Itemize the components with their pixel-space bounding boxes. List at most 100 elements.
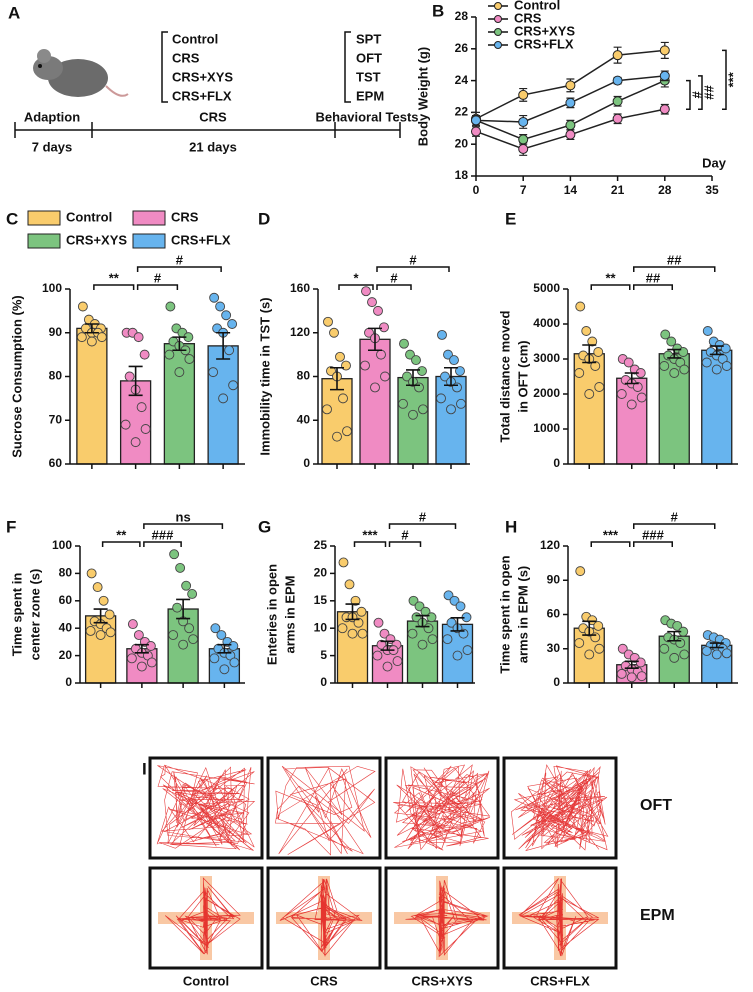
- data-point: [164, 349, 175, 360]
- data-point: [414, 382, 424, 393]
- data-point: [209, 292, 220, 303]
- data-point: [659, 643, 670, 654]
- bar: [435, 375, 467, 465]
- data-point: [361, 286, 371, 297]
- y-tick-label: 100: [52, 538, 72, 552]
- error-bar: [330, 366, 344, 391]
- data-point: [417, 366, 427, 376]
- data-point: [518, 116, 529, 127]
- significance-label: ##: [667, 252, 682, 267]
- column-label: CRS+FLX: [530, 973, 590, 988]
- data-point: [407, 628, 418, 639]
- data-point: [427, 634, 438, 645]
- data-point: [672, 620, 683, 631]
- data-point: [623, 357, 634, 368]
- y-tick-label: 100: [42, 281, 62, 295]
- stage-name: Behavioral Tests: [315, 109, 418, 124]
- data-point: [565, 129, 576, 140]
- data-point: [437, 329, 447, 340]
- y-tick-label: 0: [553, 675, 560, 689]
- data-point: [452, 382, 462, 393]
- data-point: [342, 426, 352, 437]
- y-tick-label: 28: [455, 9, 469, 23]
- data-point: [711, 364, 722, 375]
- data-point: [139, 349, 150, 360]
- data-point: [210, 623, 221, 634]
- significance-bracket: [101, 541, 141, 547]
- data-point: [165, 301, 176, 312]
- significance-label: ###: [152, 527, 174, 542]
- legend-label: CRS+XYS: [66, 232, 127, 247]
- data-point: [133, 630, 144, 640]
- data-point: [337, 623, 348, 634]
- x-tick-label: 7: [520, 183, 527, 197]
- data-point: [221, 310, 232, 321]
- data-point: [382, 661, 393, 672]
- y-axis-label: Total distance moved: [497, 310, 512, 442]
- data-point: [449, 355, 459, 366]
- y-tick-label: 40: [59, 620, 73, 634]
- y-tick-label: 30: [547, 641, 561, 655]
- data-point: [184, 623, 195, 634]
- data-point: [636, 392, 647, 403]
- data-point: [626, 672, 637, 683]
- data-point: [594, 643, 605, 654]
- significance-bracket: [93, 284, 135, 290]
- y-tick-label: 0: [65, 675, 72, 689]
- data-point: [172, 602, 183, 613]
- data-point: [518, 89, 529, 100]
- error-bar: [368, 327, 382, 352]
- data-point: [711, 649, 722, 660]
- data-point: [590, 632, 601, 643]
- data-point: [76, 332, 87, 343]
- significance-label: #: [176, 252, 184, 267]
- significance-label: **: [109, 270, 120, 285]
- significance-bracket: [633, 541, 673, 547]
- error-bar: [582, 344, 597, 364]
- data-point: [373, 305, 383, 316]
- significance-bracket: [590, 284, 631, 290]
- error-bar: [582, 620, 597, 636]
- data-point: [105, 627, 116, 638]
- mouse-icon: [33, 49, 129, 97]
- data-point: [120, 419, 131, 430]
- timeline: [14, 122, 401, 138]
- track: [279, 878, 363, 957]
- y-tick-label: 0: [303, 456, 310, 470]
- legend-label: Control: [66, 209, 112, 224]
- y-tick-label: 60: [547, 607, 561, 621]
- significance-label: ***: [603, 527, 619, 542]
- track: [156, 764, 256, 851]
- group-name: CRS: [172, 50, 200, 65]
- legend-swatch: [27, 210, 61, 226]
- data-point: [636, 671, 647, 682]
- significance-label: ##: [701, 85, 716, 100]
- data-point: [675, 638, 686, 648]
- track: [393, 764, 491, 851]
- error-bar: [172, 336, 187, 352]
- data-point: [574, 638, 585, 648]
- data-point: [174, 367, 185, 378]
- y-tick-label: 25: [314, 538, 328, 552]
- data-point: [136, 661, 147, 672]
- y-tick-label: 26: [455, 41, 469, 55]
- data-point: [219, 664, 230, 675]
- data-point: [721, 648, 732, 659]
- data-point: [209, 653, 220, 664]
- column-label: CRS: [310, 973, 338, 988]
- data-point: [635, 657, 646, 668]
- data-point: [228, 641, 239, 651]
- x-tick-label: 35: [705, 183, 719, 197]
- data-point: [85, 625, 96, 636]
- y-tick-label: 20: [455, 136, 469, 150]
- data-point: [335, 351, 345, 362]
- data-point: [98, 595, 109, 606]
- data-point: [96, 332, 107, 343]
- data-point: [436, 393, 446, 404]
- column-label: Control: [183, 973, 229, 988]
- legend-label: CRS+FLX: [514, 36, 574, 51]
- group-name: CRS+XYS: [172, 69, 233, 84]
- y-tick-label: 20: [314, 566, 328, 580]
- y-tick-label: 4000: [533, 316, 560, 330]
- data-point: [104, 609, 115, 620]
